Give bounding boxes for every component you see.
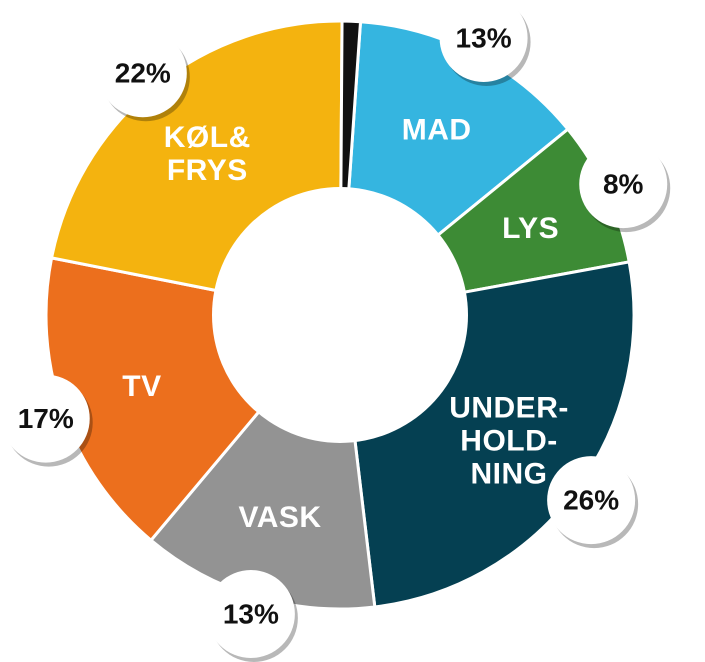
percent-bubble: 13% [439, 0, 531, 86]
percent-bubble: 22% [98, 29, 190, 122]
slice-label: MAD [402, 114, 472, 147]
percent-bubble: 13% [206, 569, 298, 662]
percent-bubble-circle [206, 569, 295, 658]
percent-bubble-circle [1, 374, 90, 463]
percent-label: 8% [603, 169, 644, 200]
percent-bubble-circle [439, 0, 528, 82]
slice-label-line: MAD [402, 114, 472, 147]
percent-bubble: 8% [579, 140, 671, 233]
percent-label: 13% [223, 598, 279, 629]
slice-label-line: KØL& [164, 121, 251, 154]
slice-label-line: LYS [502, 212, 559, 245]
percent-label: 17% [18, 403, 74, 434]
slice-label-line: FRYS [167, 154, 248, 187]
percent-bubble-circle [547, 456, 636, 545]
donut-hole [212, 187, 468, 443]
slice-label-line: HOLD- [460, 425, 557, 458]
chart-percent-bubbles: 13% 8% 26% 13% 17% 22% [1, 0, 671, 662]
slice-label-line: TV [122, 370, 161, 403]
chart-slice-labels: MAD LYS UNDER-HOLD-NING VASK TV KØL& FRYS [122, 114, 569, 535]
percent-bubble-circle [98, 29, 187, 118]
percent-bubble: 17% [1, 374, 93, 467]
slice-label-line: VASK [238, 501, 321, 534]
slice-label-line: NING [471, 458, 548, 491]
slice-label: UNDER-HOLD-NING [449, 392, 569, 491]
percent-label: 22% [115, 58, 171, 89]
percent-label: 26% [563, 485, 619, 516]
slice-label: TV [122, 370, 161, 403]
slice-label: KØL& FRYS [164, 121, 251, 187]
percent-bubble: 26% [547, 456, 639, 549]
percent-bubble-circle [579, 140, 668, 229]
slice-label: LYS [502, 212, 559, 245]
slice-label-line: UNDER- [449, 392, 569, 425]
slice-label: VASK [238, 501, 321, 534]
percent-label: 13% [456, 23, 512, 54]
